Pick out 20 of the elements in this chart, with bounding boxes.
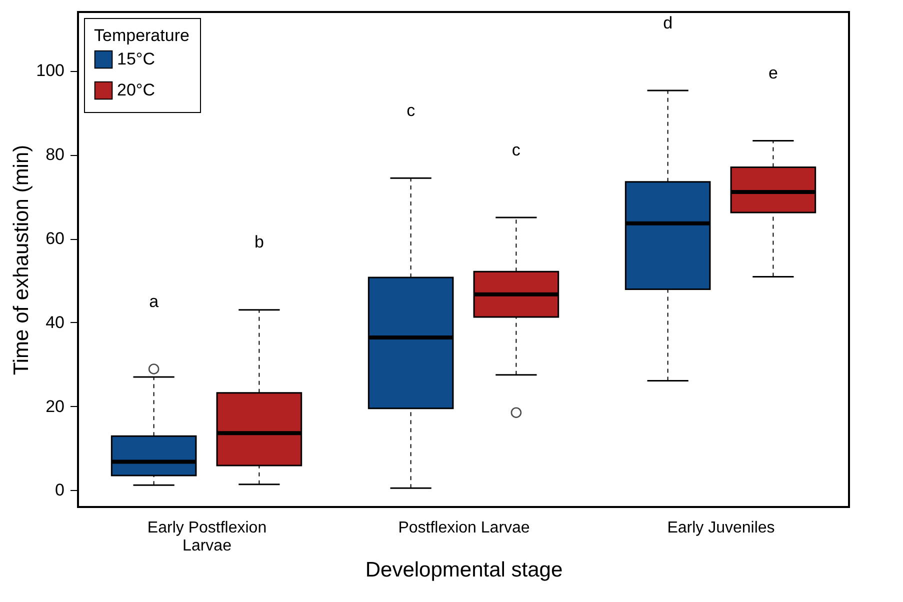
annotation: b (254, 232, 264, 252)
annotation: c (406, 101, 416, 120)
y-tick-label: 100 (36, 61, 64, 80)
y-tick-label: 40 (46, 312, 64, 332)
legend-label: 15°C (117, 50, 155, 68)
x-tick-label: Postflexion Larvae (398, 520, 530, 536)
legend-title: Temperature (94, 26, 190, 45)
y-tick-label: 60 (46, 229, 64, 248)
y-tick-label: 0 (55, 480, 64, 500)
y-tick-label: 20 (46, 396, 64, 416)
y-tick-label: 80 (46, 145, 64, 164)
x-tick-label: Early Juveniles (667, 520, 775, 536)
annotation: c (512, 140, 521, 160)
annotation: d (663, 13, 673, 32)
annotation: e (768, 64, 778, 83)
y-axis-title: Time of exhaustion (min) (10, 144, 34, 376)
annotation: a (149, 292, 160, 311)
legend-label: 20°C (117, 80, 155, 100)
x-tick-label: Early Postflexion Larvae (147, 520, 267, 554)
x-axis-title: Developmental stage (365, 558, 563, 582)
